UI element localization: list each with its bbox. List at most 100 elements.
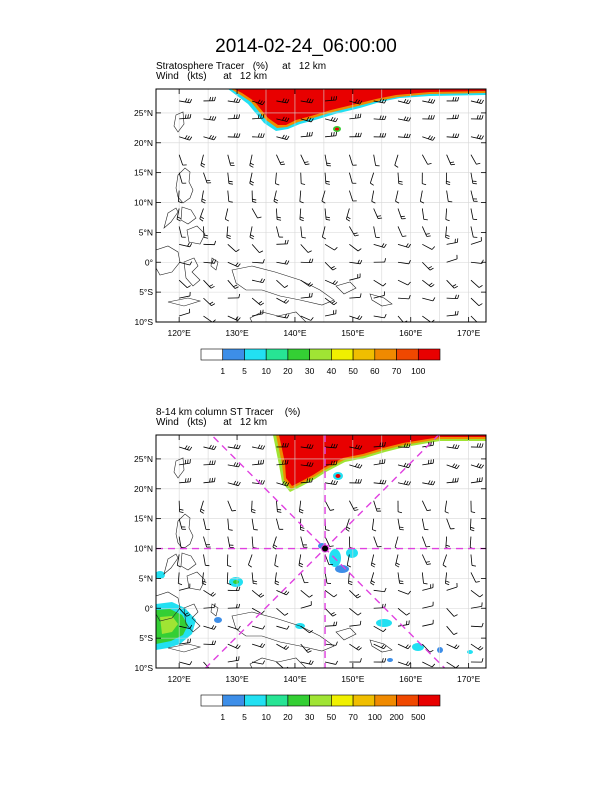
panel-2-wind-barb [370,554,376,568]
panel-1-wind-barb [203,297,216,307]
panel-2-wind-barb [227,480,241,487]
panel-1-wind-barb [227,154,235,166]
panel-1-wind-barb [422,243,436,250]
panel-1-wind-barb [422,98,436,104]
panel-2-wind-barb [276,459,289,466]
panel-1-y-tick-label-4: 10°N [134,198,153,208]
panel-1-wind-barb [349,315,363,320]
panel-2-colorbar-box-7 [352,694,376,707]
panel-2-colorbar-label-6: 70 [348,712,358,722]
panel-1-wind-barb [446,133,460,138]
panel-2-wind-barb [276,518,284,530]
panel-2-wind-barb [446,518,455,530]
panel-1-wind-barb [421,226,431,237]
panel-2-colorbar-label-9: 500 [411,712,425,722]
panel-1-wind-barb [470,115,484,120]
panel-2-wind-barb [397,500,403,514]
panel-2-cross-section-lines [156,435,486,668]
panel-1-wind-barb [470,134,484,140]
panel-1-wind-barb [203,259,217,264]
panel-1-wind-barb [446,154,456,166]
panel-1-wind-barb [300,315,314,321]
panel-2-wind-barb [373,500,381,512]
panel-1-wind-barb [276,116,290,122]
panel-1-wind-barb [470,297,483,306]
panel-2-wind-barb [227,603,241,609]
panel-2-coast-taiwan [173,457,185,479]
panel-2-wind-barb [276,589,290,596]
panel-2-wind-barb [470,622,484,628]
panel-2-wind-barb [179,638,191,645]
panel-1-wind-barb [397,98,411,105]
panel-1-wind-barb [300,279,314,287]
panel-2-wind-barb [251,625,266,630]
panel-1-wind-barb [470,98,484,104]
panel-1-wind-barb [373,291,385,299]
panel-2-wind-barb [421,554,431,565]
panel-2-wind-barb [300,461,314,467]
panel-2-wind-barb [373,603,386,609]
panel-1-wind-barb [201,190,206,204]
panel-1-colorbar-box-9 [396,348,419,361]
panel-1-wind-barb [446,114,459,120]
panel-1-wind-barb [179,98,193,104]
panel-2-coast-australia [249,657,307,668]
panel-2-coast-sulawesi [183,603,201,633]
panel-2-wind-barb [276,500,282,513]
panel-1-wind-barb [276,260,290,265]
panel-1-wind-barb [373,258,387,263]
panel-2-wind-barbs [176,441,484,668]
panel-1-wind-barb [345,208,351,222]
panel-2-wind-barb [421,572,428,585]
panel-2-wind-barb [470,500,476,514]
panel-2-wind-barb [179,445,193,451]
panel-1-colorbar-box-10 [417,348,441,361]
panel-1-title-line-1: Stratosphere Tracer (%) at 12 km [156,61,326,72]
panel-2-wind-barb [349,643,362,651]
panel-1-x-tick-label-5: 170°E [457,328,481,338]
panel-1-wind-barb [276,154,285,166]
panel-2-wind-barb [300,477,313,484]
panel-2-wind-barb [349,590,361,599]
panel-2-wind-barb [203,477,216,484]
panel-1-wind-barb [324,309,337,317]
panel-1-wind-barb [422,279,435,288]
panel-1-y-tick-label-1: 5°S [139,287,153,297]
panel-1-wind-barb [421,208,428,221]
panel-2-wind-barb [470,602,483,609]
panel-2-gridlines [156,435,486,668]
panel-2-coast-visayas [180,552,197,571]
panel-2-wind-barb [446,607,458,617]
panel-1-wind-barb [227,114,240,120]
panel-1-wind-barb [397,259,411,265]
panel-2-wind-barb [469,518,475,532]
panel-1-wind-barb [373,115,387,121]
panel-2-wind-barb [203,536,211,548]
panel-2-wind-barb [470,463,484,469]
panel-1-wind-barb [369,172,375,186]
panel-1-colorbar-box-2 [244,348,267,361]
panel-2-wind-barb [300,536,308,548]
panel-2-wind-barb [226,572,232,585]
panel-2-wind-barb [373,643,387,650]
panel-1-wind-barb [470,236,482,245]
panel-1-wind-barb [371,190,376,204]
panel-2-coast-mindanao [186,571,206,591]
panel-2-wind-barb [397,661,411,666]
panel-1-wind-barb [275,172,280,186]
panel-2-tracer-patch-storm-b [346,548,358,558]
panel-2-tracer-patch-south-c [376,619,392,627]
panel-1-colorbar-box-5 [309,348,332,361]
panel-1-wind-barb [422,315,435,322]
panel-2-wind-barb [349,463,363,469]
panel-2-x-tick-label-2: 140°E [283,674,307,684]
panel-2-wind-barb [300,643,312,653]
panel-1-wind-barb [251,99,266,106]
panel-1-wind-barb [300,98,314,104]
panel-2-wind-barb [324,572,332,584]
panel-1-plot-background [156,89,486,322]
panel-2-wind-barb [421,536,431,548]
panel-2-wind-barb [300,660,314,665]
panel-1-wind-barb [422,115,435,120]
